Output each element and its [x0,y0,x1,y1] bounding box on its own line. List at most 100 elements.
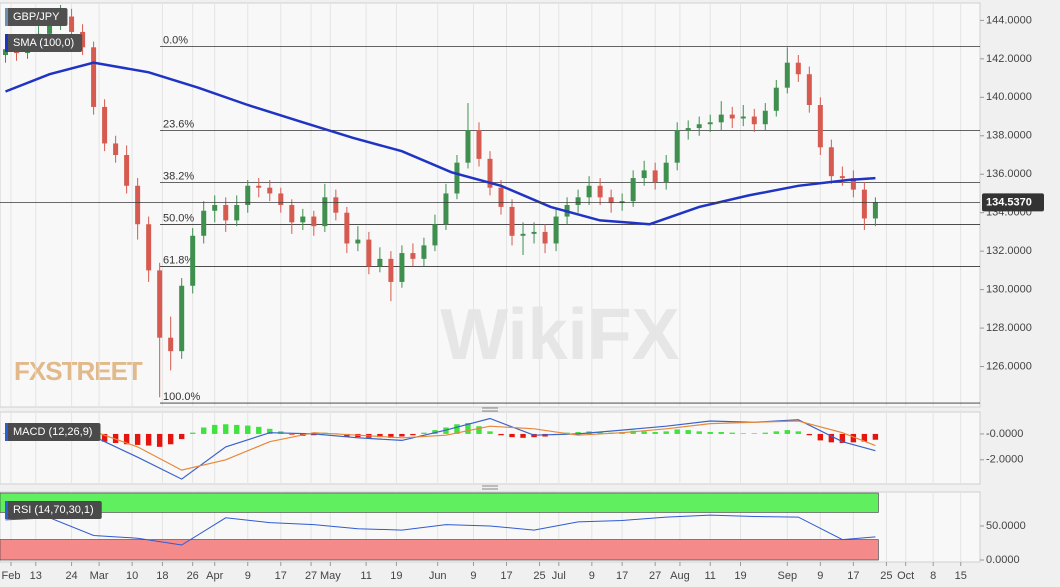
candle-body [311,216,317,227]
macd-histogram-bar [487,431,493,434]
macd-histogram-bar [167,433,174,445]
macd-histogram-bar [212,424,218,434]
macd-histogram-bar [267,428,273,434]
x-tick-label: 17 [847,570,859,582]
candle-body [3,49,9,55]
macd-histogram-bar [674,429,680,434]
label-box [5,501,102,519]
candle-body [289,205,295,223]
x-tick-label: Jun [429,570,447,582]
y-tick-label: 132.0000 [986,245,1032,257]
macd-histogram-bar [784,430,791,434]
x-tick-label: 25 [533,570,545,582]
label-accent [5,34,8,52]
candle-body [487,158,493,188]
y-tick-label: 128.0000 [986,322,1032,334]
label-accent [5,8,8,26]
candle-body [80,31,86,48]
y-tick-label: 144.0000 [986,14,1032,26]
candle-body [762,110,768,125]
x-tick-label: 24 [65,570,77,582]
candle-body [553,216,559,244]
macd-histogram-bar [751,433,757,434]
x-tick-label: 15 [955,570,967,582]
macd-histogram-bar [861,433,868,442]
x-tick-label: 11 [705,570,716,582]
candle-body [575,197,581,205]
y-tick-label: 142.0000 [986,53,1032,65]
panel-label: MACD (12,26,9) [5,423,101,441]
candle-body [377,258,383,267]
macd-histogram-bar [685,430,691,434]
candle-body [751,116,757,125]
macd-histogram-bar [112,433,119,443]
candle-body [256,185,262,188]
candle-body [696,124,702,129]
macd-histogram-bar [630,430,636,434]
candle-body [608,197,614,204]
macd-histogram-bar [454,424,460,434]
y-tick-label: 50.0000 [986,520,1026,532]
macd-histogram-bar [256,426,262,434]
label-box [5,8,68,26]
x-tick-label: 8 [930,570,936,582]
candle-body [234,205,240,221]
candle-body [465,130,471,163]
candle-body [168,337,174,352]
candle-body [135,185,141,225]
candle-body [300,216,306,223]
y-tick-label: 138.0000 [986,130,1032,142]
label-accent [5,501,8,519]
candle-body [531,231,537,234]
macd-histogram-bar [388,433,394,438]
candle-body [432,224,438,246]
macd-histogram-bar [399,433,405,437]
candle-body [850,178,856,190]
macd-histogram-bar [189,432,196,434]
candle-body [828,147,834,177]
macd-histogram-bar [476,426,482,434]
macd-histogram-bar [652,432,658,434]
watermark: WikiFX [440,295,679,375]
x-tick-label: 26 [187,570,199,582]
fib-label: 0.0% [163,34,188,46]
candle-body [179,285,185,352]
macd-line [5,420,876,471]
x-tick-label: 19 [390,570,402,582]
macd-histogram-bar [201,427,207,434]
label-box [5,423,101,441]
candle-body [586,185,592,198]
x-tick-label: 9 [470,570,476,582]
candle-body [333,197,339,213]
sma-line [5,61,876,226]
last-price-label: 134.5370 [986,196,1032,208]
y-tick-label: -0.0000 [986,428,1023,440]
y-tick-label: 140.0000 [986,91,1032,103]
candle-body [520,233,526,236]
x-tick-label: Sep [778,570,798,582]
last-price-box [982,193,1044,212]
macd-histogram-bar [245,425,251,434]
candle-body [267,187,273,194]
macd-histogram-bar [178,433,185,440]
x-tick-label: Feb [2,570,21,582]
x-tick-label: 9 [817,570,823,582]
macd-histogram-bar [344,433,350,437]
candle-body [784,62,790,88]
macd-histogram-bar [575,432,581,434]
x-tick-label: 13 [30,570,42,582]
x-tick-label: Aug [670,570,690,582]
fxstreet-logo: FXSTREET [14,356,143,386]
candle-body [344,212,350,244]
x-tick-label: 11 [360,570,371,582]
candle-body [102,106,108,144]
macd-histogram-bar [872,433,879,440]
candle-body [146,224,152,271]
macd-histogram-bar [156,433,163,447]
macd-histogram-bar [289,433,295,435]
y-tick-label: 0.0000 [986,554,1020,566]
macd-histogram-bar [850,433,857,443]
panel-title: RSI (14,70,30,1) [13,504,94,516]
x-tick-label: Mar [90,570,109,582]
